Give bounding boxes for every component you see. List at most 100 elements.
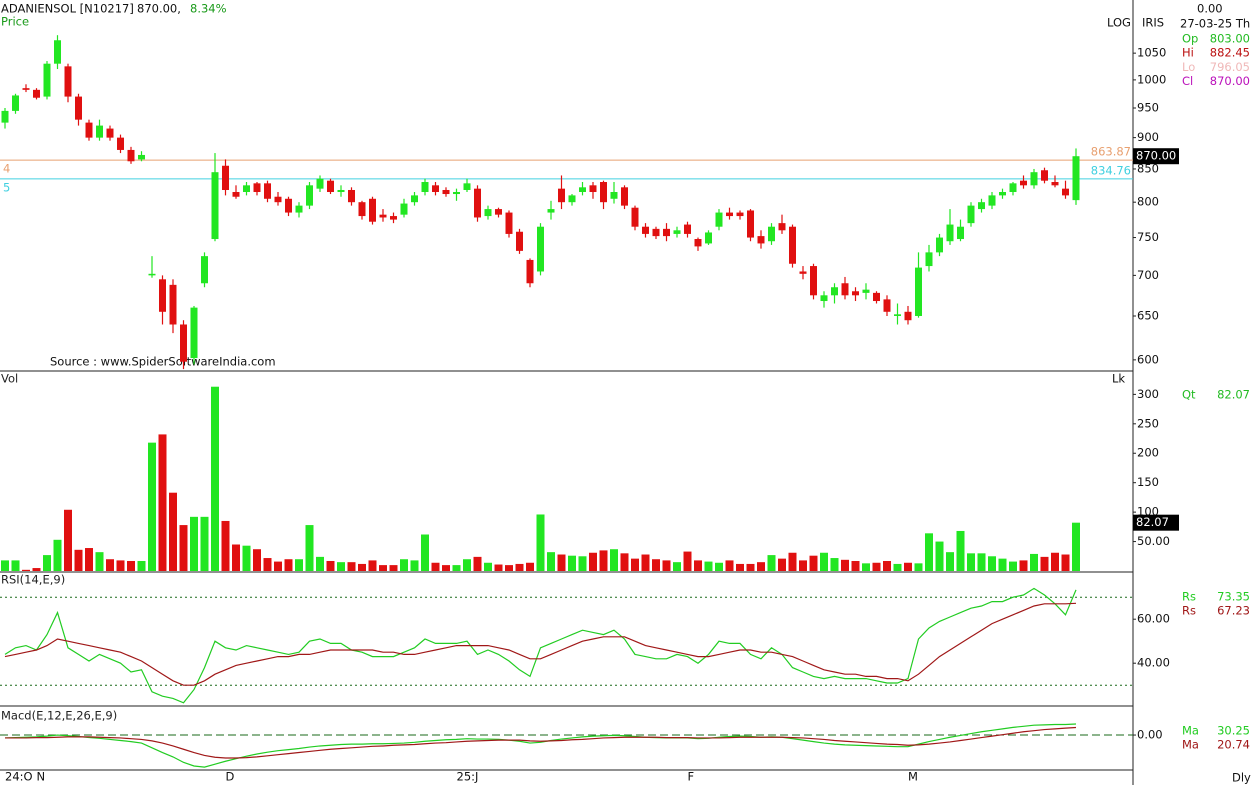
info-label: Op	[1182, 32, 1198, 46]
volume-bar	[851, 560, 860, 571]
candle-body	[358, 202, 366, 217]
volume-bar	[473, 556, 482, 571]
candle-body	[138, 154, 145, 160]
legend-name: Rs	[1182, 590, 1196, 604]
y-tick-label: 200	[1137, 446, 1159, 460]
y-tick-label: 900	[1137, 130, 1159, 144]
volume-bar	[935, 541, 944, 571]
candle-body	[327, 180, 334, 193]
volume-bar	[190, 516, 198, 571]
period: Dly	[1232, 771, 1251, 785]
candle-body	[369, 198, 376, 222]
candle-body	[295, 205, 303, 213]
volume-bar	[515, 563, 524, 571]
candle-body	[22, 88, 30, 90]
price: 870.00,	[137, 2, 181, 16]
candle-body	[400, 203, 408, 215]
x-tick-label: D	[226, 770, 235, 784]
candle-body	[201, 256, 208, 284]
volume-bar	[809, 555, 818, 571]
volume-bar	[11, 560, 20, 571]
candle-body	[610, 192, 618, 199]
candle-body	[505, 212, 513, 234]
candle-body	[600, 182, 607, 203]
panel-title: RSI(14,E,9)	[1, 573, 65, 587]
candle-body	[547, 209, 555, 213]
volume-bar	[914, 563, 923, 571]
candle-body	[337, 189, 345, 193]
indicator-line	[5, 726, 1077, 759]
volume-bar	[326, 560, 335, 571]
volume-bar	[32, 568, 41, 571]
volume-bar	[221, 520, 230, 571]
legend-name: Rs	[1182, 604, 1196, 618]
volume-bar	[232, 544, 240, 571]
x-tick-label: N	[37, 770, 46, 784]
candle-body	[453, 192, 460, 195]
scale-label: LOG	[1107, 16, 1131, 30]
volume-bar	[704, 561, 713, 571]
legend-value: 30.25	[1217, 724, 1250, 738]
y-tick-label: 300	[1137, 387, 1159, 401]
volume-bar	[137, 560, 146, 571]
volume-bar	[74, 549, 83, 571]
candle-body	[285, 198, 292, 213]
x-tick-label: 25:J	[457, 770, 479, 784]
candle-body	[253, 183, 261, 193]
volume-bar	[421, 534, 429, 571]
candle-body	[243, 185, 250, 193]
candle-body	[579, 187, 586, 193]
candle-body	[883, 299, 891, 312]
y-tick-label: 1000	[1137, 72, 1166, 86]
candle-body	[411, 195, 418, 203]
candle-body	[232, 192, 240, 197]
volume-bar	[431, 562, 440, 571]
candle-body	[421, 182, 429, 193]
candle-body	[85, 122, 93, 138]
candle-body	[169, 284, 177, 325]
volume-bar	[442, 565, 450, 571]
candle-body	[558, 188, 565, 203]
y-tick-label: 40.00	[1137, 656, 1170, 670]
volume-bar	[494, 564, 503, 571]
candle-body	[316, 178, 324, 189]
y-tick-label: 950	[1137, 100, 1159, 114]
volume-bar	[788, 552, 797, 571]
volume-bar	[1019, 560, 1028, 571]
info-value: 796.05	[1210, 60, 1250, 74]
volume-bar	[610, 549, 618, 571]
y-tick-label: 50.00	[1137, 534, 1170, 548]
volume-bar	[127, 560, 135, 571]
candle-body	[106, 128, 114, 138]
panel-title: Price	[1, 15, 29, 29]
y-tick-label: 800	[1137, 195, 1159, 209]
volume-bar	[662, 560, 671, 571]
panel-title: Macd(E,12,E,26,E,9)	[1, 709, 117, 723]
volume-bar	[64, 509, 72, 571]
candle-body	[442, 189, 450, 195]
candle-body	[484, 209, 492, 217]
candle-body	[652, 228, 660, 237]
indicator-line	[4, 602, 1077, 686]
volume-bar	[337, 562, 345, 571]
candle-body	[705, 232, 712, 244]
level-label: 5	[3, 180, 10, 194]
y-tick-label: 60.00	[1137, 612, 1170, 626]
volume-bar	[620, 553, 629, 571]
volume-bar	[683, 551, 692, 571]
candle-body	[852, 291, 859, 296]
volume-bar	[305, 525, 314, 571]
volume-bar	[95, 552, 104, 571]
candle-body	[568, 195, 576, 203]
y-tick-label: 650	[1137, 308, 1159, 322]
candle-body	[915, 267, 922, 316]
candle-body	[211, 172, 219, 240]
volume-bar	[463, 559, 471, 571]
candle-body	[495, 209, 502, 215]
candle-body	[274, 196, 282, 203]
candle-body	[810, 266, 817, 296]
volume-bar	[925, 533, 933, 571]
info-label: Cl	[1182, 74, 1193, 88]
info-value: 803.00	[1210, 32, 1250, 46]
legend-value: 73.35	[1217, 590, 1250, 604]
